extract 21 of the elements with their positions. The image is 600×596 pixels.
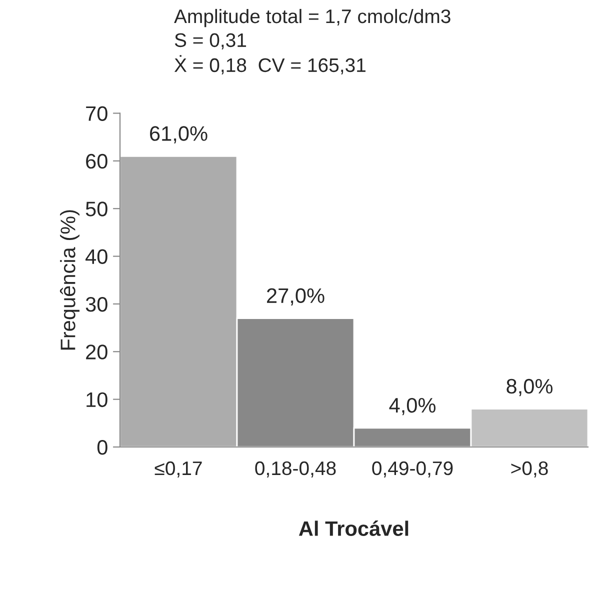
chart-title: Amplitude total = 1,7 cmolc/dm3 <box>174 8 450 28</box>
y-tick-label: 0 <box>97 440 108 455</box>
data-label: 4,0% <box>389 398 436 416</box>
y-tick-label: 30 <box>86 296 108 312</box>
text: S = 0,31 <box>174 33 246 50</box>
data-label: 27,0% <box>267 288 324 306</box>
y-tick-label: 40 <box>86 249 108 264</box>
x-tick-label: >0,8 <box>511 461 548 478</box>
x-axis-title: Al Trocável <box>298 520 408 536</box>
y-tick-label: 50 <box>86 202 108 216</box>
y-tick-label: 20 <box>86 344 108 360</box>
y-tick-label: 70 <box>86 106 108 121</box>
x-tick-label: 0,49-0,79 <box>372 461 453 478</box>
data-label: 8,0% <box>506 378 553 396</box>
y-tick-label: 10 <box>86 392 108 408</box>
y-tick-label: 60 <box>86 154 108 169</box>
y-axis-title: Frequência (%) <box>60 210 80 350</box>
data-label: 61,0% <box>150 126 208 144</box>
text: Ẋ = 0,18 CV = 165,31 <box>174 55 366 74</box>
x-tick-label: ≤0,17 <box>154 461 202 478</box>
x-tick-label: 0,18-0,48 <box>255 461 336 478</box>
